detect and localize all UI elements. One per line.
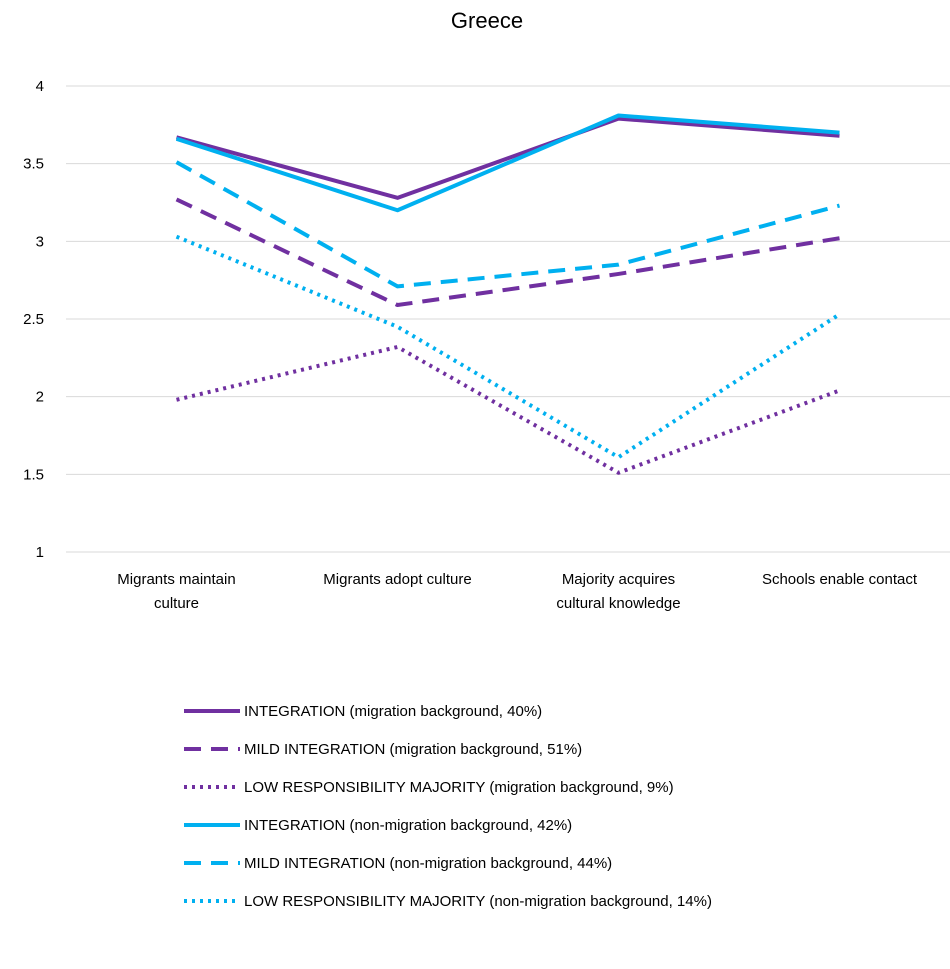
legend-label-2: LOW RESPONSIBILITY MAJORITY (migration b… — [244, 779, 674, 796]
series-lines — [175, 113, 841, 475]
y-tick-label: 1 — [36, 544, 44, 561]
series-line-0 — [175, 116, 840, 200]
series-line-1 — [175, 197, 840, 308]
y-tick-label: 3 — [36, 233, 44, 250]
y-tick-label: 4 — [36, 78, 44, 95]
gridlines — [66, 85, 950, 553]
series-line-2 — [176, 344, 841, 475]
series-line-5 — [175, 234, 841, 460]
y-tick-label: 3.5 — [23, 156, 44, 173]
legend: INTEGRATION (migration background, 40%) M… — [184, 703, 712, 910]
y-axis-ticks: 1 1.5 2 2.5 3 3.5 4 — [23, 78, 44, 561]
legend-label-1: MILD INTEGRATION (migration background, … — [244, 741, 582, 758]
y-tick-label: 1.5 — [23, 466, 44, 483]
x-category-label: cultural knowledge — [556, 595, 680, 612]
series-line-3 — [175, 113, 840, 213]
x-category-label: Schools enable contact — [762, 571, 918, 588]
series-line-4 — [175, 160, 841, 289]
y-tick-label: 2.5 — [23, 311, 44, 328]
legend-label-5: LOW RESPONSIBILITY MAJORITY (non-migrati… — [244, 893, 712, 910]
x-category-label: Migrants adopt culture — [323, 571, 471, 588]
x-category-label: Majority acquires — [562, 571, 675, 588]
legend-label-0: INTEGRATION (migration background, 40%) — [244, 703, 542, 720]
chart-title: Greece — [451, 8, 523, 33]
legend-label-3: INTEGRATION (non-migration background, 4… — [244, 817, 572, 834]
legend-label-4: MILD INTEGRATION (non-migration backgrou… — [244, 855, 612, 872]
x-category-label: Migrants maintain — [117, 571, 235, 588]
x-axis-categories: Migrants maintain culture Migrants adopt c… — [117, 571, 918, 612]
y-tick-label: 2 — [36, 389, 44, 406]
x-category-label: culture — [154, 595, 199, 612]
